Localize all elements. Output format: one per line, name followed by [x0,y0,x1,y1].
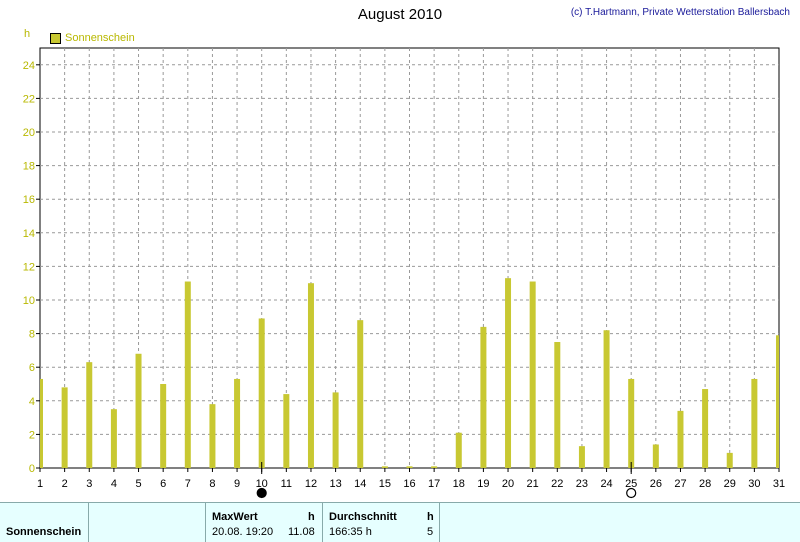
y-tick-label: 20 [23,127,35,139]
bar [726,452,733,468]
legend-label: Sonnenschein [65,32,135,44]
max-time: 20.08. 19:20 [212,526,274,538]
avg-count: 5 [427,526,434,538]
bar [455,432,462,468]
x-tick-label: 30 [748,478,760,490]
bar [406,466,413,468]
x-tick-label: 18 [453,478,465,490]
bar [234,378,241,468]
bar [554,342,561,468]
bar [160,384,167,468]
chart-title: August 2010 [357,6,443,23]
y-tick-label: 16 [23,194,35,206]
bar [357,320,364,468]
legend-swatch [50,32,61,44]
bar [258,318,265,468]
x-tick-label: 14 [354,478,366,490]
x-tick-label: 31 [773,478,785,490]
bar [578,446,585,468]
x-tick-label: 10 [256,478,268,490]
footer-avg-cell: Durchschnitt h 166:35 h 5 [323,503,440,542]
bar [135,353,142,468]
x-tick-label: 28 [699,478,711,490]
x-tick-label: 24 [600,478,612,490]
bar [307,283,314,468]
bar [529,281,536,468]
x-tick-label: 6 [160,478,166,490]
bar [209,404,216,468]
y-tick-label: 18 [23,161,35,173]
x-tick-label: 23 [576,478,588,490]
avg-value: 166:35 h [329,526,372,538]
y-tick-label: 4 [29,396,35,408]
footer-label-cell: Sonnenschein [0,503,89,542]
x-tick-label: 26 [650,478,662,490]
bar [86,362,93,468]
legend: Sonnenschein [50,32,135,44]
bar [332,392,339,468]
summary-footer: Sonnenschein MaxWert h 20.08. 19:20 11.0… [0,502,800,542]
bar [381,466,388,468]
bar [702,389,709,468]
bar [40,378,43,468]
bar [184,281,191,468]
x-tick-label: 13 [329,478,341,490]
bar [776,335,779,468]
y-tick-label: 0 [29,463,35,475]
x-tick-label: 12 [305,478,317,490]
avg-unit: h [427,511,434,523]
y-tick-label: 24 [23,60,35,72]
y-tick-label: 2 [29,429,35,441]
x-tick-label: 9 [234,478,240,490]
bar [61,387,68,468]
x-tick-label: 15 [379,478,391,490]
x-tick-label: 25 [625,478,637,490]
bar [628,378,635,468]
x-tick-label: 11 [281,478,292,490]
bar [480,326,487,468]
x-tick-label: 21 [527,478,539,490]
y-tick-label: 6 [29,362,35,374]
credit-text: (c) T.Hartmann, Private Wetterstation Ba… [570,7,790,18]
x-tick-label: 5 [135,478,141,490]
x-tick-label: 27 [674,478,686,490]
avg-header: Durchschnitt [329,511,397,523]
y-tick-label: 12 [23,261,35,273]
x-tick-label: 1 [37,478,43,490]
y-tick-label: 8 [29,329,35,341]
y-tick-label: 22 [23,93,35,105]
new-moon-icon [256,487,267,499]
y-tick-label: 14 [23,228,35,240]
max-value: 11.08 [288,526,315,538]
x-tick-label: 4 [111,478,117,490]
bar [283,394,290,468]
x-tick-label: 20 [502,478,514,490]
max-unit: h [308,511,315,523]
footer-max-cell: MaxWert h 20.08. 19:20 11.08 [206,503,323,542]
bar [603,330,610,468]
bar [110,409,117,468]
max-header: MaxWert [212,511,258,523]
x-tick-label: 2 [62,478,68,490]
x-tick-label: 3 [86,478,92,490]
bar [505,278,512,468]
x-tick-label: 29 [724,478,736,490]
x-tick-label: 17 [428,478,440,490]
bar [431,466,438,468]
bar [751,378,758,468]
x-tick-label: 16 [403,478,415,490]
x-tick-label: 8 [209,478,215,490]
y-axis-unit: h [24,28,31,40]
y-tick-label: 10 [23,295,35,307]
full-moon-icon [626,487,637,499]
bar [652,444,659,468]
x-tick-label: 7 [185,478,191,490]
footer-empty-cell [89,503,206,542]
x-tick-label: 19 [477,478,489,490]
bar [677,410,684,468]
x-tick-label: 22 [551,478,563,490]
footer-series-label: Sonnenschein [6,526,82,538]
